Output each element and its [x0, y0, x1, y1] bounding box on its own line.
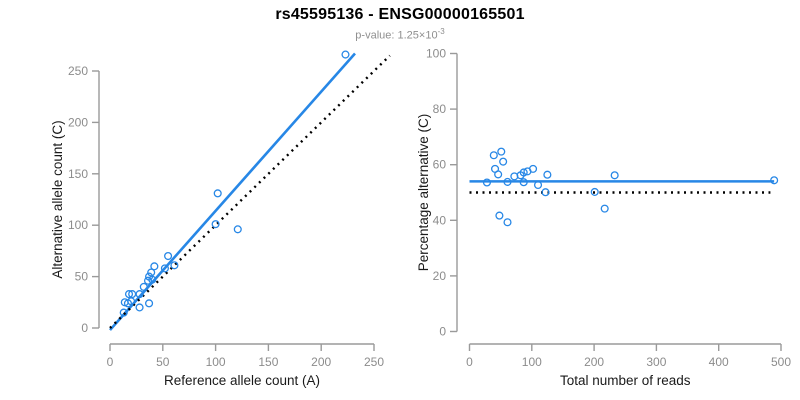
x-axis-label: Reference allele count (A): [164, 373, 320, 388]
data-point: [543, 170, 552, 179]
data-point: [600, 204, 609, 213]
data-point: [164, 251, 173, 261]
y-tick-label: 0: [81, 321, 88, 335]
data-point: [135, 303, 144, 312]
data-point: [160, 264, 169, 273]
x-tick-label: 150: [258, 355, 278, 369]
data-point: [770, 176, 779, 185]
data-point: [497, 147, 506, 156]
data-point: [541, 188, 550, 197]
data-point: [610, 171, 619, 180]
x-tick-label: 200: [584, 355, 604, 369]
data-point: [489, 151, 498, 160]
data-point: [145, 299, 154, 308]
y-tick-label: 40: [433, 213, 447, 227]
y-tick-label: 100: [426, 47, 446, 61]
data-point: [490, 164, 500, 173]
x-tick-label: 250: [364, 355, 384, 369]
y-tick-label: 20: [433, 269, 447, 283]
data-point: [495, 211, 504, 220]
x-tick-label: 100: [206, 355, 226, 369]
x-tick-label: 500: [771, 355, 791, 369]
data-point: [341, 50, 350, 59]
y-tick-label: 100: [68, 218, 88, 232]
data-point: [124, 290, 134, 299]
data-point: [233, 225, 242, 234]
x-tick-label: 200: [311, 355, 331, 369]
data-point: [123, 299, 133, 308]
data-point: [139, 282, 148, 291]
data-point: [499, 157, 508, 166]
data-point: [211, 220, 220, 229]
y-tick-label: 200: [68, 115, 88, 129]
data-point: [503, 218, 512, 227]
figure-title: rs45595136 - ENSG00000165501: [275, 6, 525, 23]
ref-vs-alt-scatter: 0 50 100 150 200 250 0 50 100 150 200 250 Reference …: [50, 50, 391, 388]
y-tick-label: 150: [68, 167, 88, 181]
y-tick-label: 60: [433, 158, 447, 172]
x-axis-label: Total number of reads: [560, 373, 691, 388]
x-tick-label: 0: [107, 355, 114, 369]
data-point: [170, 261, 179, 270]
y-tick-label: 0: [439, 325, 446, 339]
y-tick-label: 50: [75, 270, 89, 284]
data-point: [135, 290, 144, 299]
data-point: [148, 275, 157, 284]
regression-line: [109, 52, 356, 331]
data-point: [143, 276, 153, 285]
identity-line: [109, 54, 391, 329]
data-point: [213, 189, 222, 198]
data-point: [119, 308, 128, 317]
x-tick-label: 100: [522, 355, 542, 369]
y-tick-label: 80: [433, 102, 447, 116]
x-tick-label: 0: [466, 355, 473, 369]
subtitle-text: p-value: 1.25×10: [355, 29, 438, 42]
x-tick-label: 400: [709, 355, 729, 369]
data-point: [150, 262, 159, 271]
data-point: [519, 168, 528, 177]
data-point: [519, 178, 528, 187]
y-tick-label: 250: [68, 64, 88, 78]
x-tick-label: 300: [646, 355, 666, 369]
x-tick-label: 50: [156, 355, 170, 369]
data-point: [528, 164, 538, 173]
y-axis-label: Alternative allele count (C): [50, 120, 65, 278]
figure-subtitle: p-value: 1.25×10-3: [0, 27, 800, 42]
subtitle-exponent: -3: [437, 27, 445, 36]
y-axis-label: Percentage alternative (C): [416, 114, 431, 272]
data-point: [590, 187, 599, 196]
data-point: [503, 177, 512, 186]
data-point: [533, 180, 543, 190]
reads-vs-percentage-scatter: 0 20 40 60 80 100 0 100 200 300 400 500 Total number…: [416, 47, 791, 389]
data-point: [482, 178, 491, 187]
